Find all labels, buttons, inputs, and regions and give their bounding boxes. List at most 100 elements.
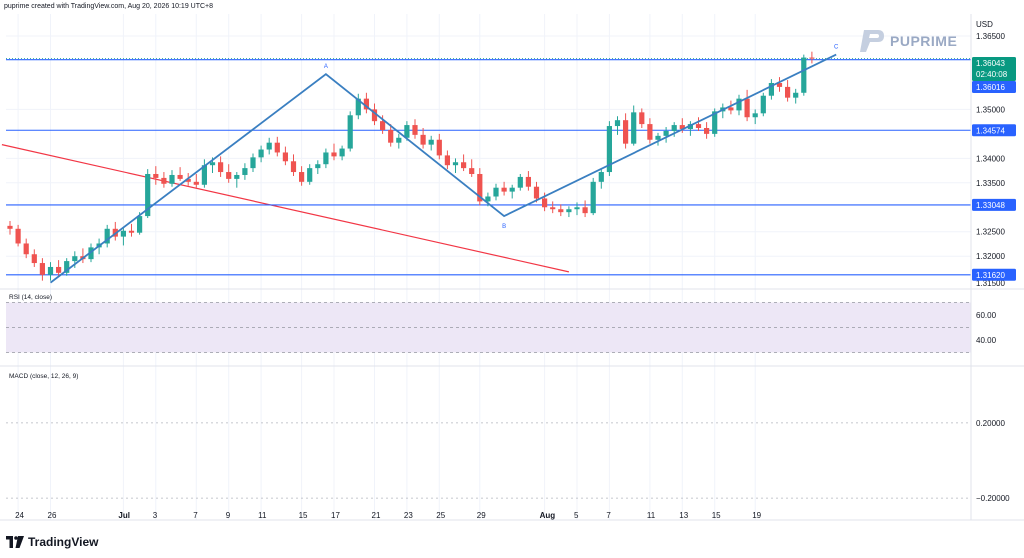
candle-body — [363, 98, 369, 110]
date-tick-label: Aug — [540, 511, 556, 520]
price-axis: USD 1.36500 1.35000 1.34000 1.33500 1.32500 1.… — [972, 20, 1016, 288]
countdown-timer: 02:40:08 — [976, 70, 1008, 79]
date-tick-label: 15 — [712, 511, 721, 520]
price-tick-label: 1.34000 — [976, 154, 1005, 163]
date-tick-label: 13 — [679, 511, 688, 520]
macd-pane: MACD (close, 12, 26, 9) 0.20000 −0.20000 — [6, 373, 1010, 503]
puprime-brand: PUPRIME — [858, 28, 957, 54]
candle-body — [582, 207, 588, 214]
date-tick-label: 21 — [372, 511, 381, 520]
candle-body — [768, 82, 774, 96]
candle-body — [598, 172, 604, 182]
candle-body — [290, 161, 297, 173]
pane-separators — [0, 14, 1024, 521]
tradingview-logo-icon — [6, 536, 24, 548]
candle-body — [728, 107, 734, 111]
rsi-tick-label: 60.00 — [976, 311, 997, 320]
price-tick-label: 1.32000 — [976, 252, 1005, 261]
candle-body — [614, 120, 621, 127]
candle-body — [404, 125, 410, 138]
candle-body — [760, 95, 766, 114]
candle-body — [736, 98, 742, 111]
candle-body — [282, 152, 288, 162]
candle-body — [193, 181, 199, 185]
date-tick-label: 25 — [436, 511, 445, 520]
candle-body — [809, 57, 815, 59]
candle-body — [209, 162, 216, 166]
rsi-pane: RSI (14, close) 60.00 40.00 — [6, 294, 997, 353]
candle-body — [655, 135, 661, 140]
candle-body — [64, 261, 70, 273]
candle-body — [339, 148, 345, 157]
level-price-tag — [972, 124, 1016, 137]
candle-body — [525, 176, 531, 187]
candle-body — [574, 207, 580, 210]
candle-body — [274, 142, 280, 153]
candle-body — [477, 173, 483, 202]
candle-body — [234, 174, 240, 179]
date-tick-label: 26 — [48, 511, 57, 520]
candle-body — [31, 254, 37, 264]
date-tick-label: 7 — [193, 511, 198, 520]
candle-body — [185, 178, 191, 182]
candle-body — [218, 162, 224, 173]
chart-header-text: puprime created with TradingView.com, Au… — [4, 3, 214, 10]
candle-body — [752, 113, 758, 118]
date-tick-label: 19 — [752, 511, 761, 520]
puprime-logo-icon — [860, 30, 884, 52]
macd-title: MACD (close, 12, 26, 9) — [9, 373, 78, 380]
candle-body — [452, 162, 459, 166]
brand-name: PUPRIME — [890, 33, 958, 49]
candle-body — [704, 128, 710, 134]
candle-body — [88, 247, 94, 260]
level-price-tag — [972, 198, 1016, 211]
candle-body — [299, 172, 305, 182]
candle-body — [56, 266, 62, 273]
candle-body — [517, 176, 523, 188]
candle-body — [169, 174, 175, 184]
candle-body — [23, 243, 29, 255]
candle-body — [371, 109, 378, 122]
candle-body — [461, 162, 467, 169]
macd-tick-label: 0.20000 — [976, 419, 1005, 428]
level-price-value: 1.34574 — [976, 126, 1005, 135]
tradingview-footer[interactable]: TradingView — [6, 535, 98, 549]
date-tick-label: 24 — [15, 511, 24, 520]
candle-body — [412, 125, 418, 135]
candle-body — [533, 186, 540, 199]
candle-body — [428, 139, 434, 145]
candle-body — [663, 130, 669, 136]
candle-body — [606, 126, 612, 173]
candle-body — [72, 256, 78, 262]
macd-tick-label: −0.20000 — [976, 494, 1010, 503]
date-tick-label: 15 — [299, 511, 308, 520]
candle-body — [671, 125, 677, 131]
candle-body — [542, 198, 548, 208]
candle-body — [39, 263, 45, 275]
candle-body — [590, 181, 596, 214]
candle-body — [315, 164, 321, 169]
red-trend-line[interactable] — [1, 144, 570, 273]
candle-body — [104, 228, 110, 244]
candle-body — [623, 120, 629, 144]
candle-body — [388, 129, 394, 143]
wave-label-b: B — [502, 224, 506, 230]
candle-body — [493, 187, 499, 197]
candle-body — [687, 124, 693, 129]
currency-label: USD — [976, 20, 993, 29]
date-tick-label: 29 — [477, 511, 486, 520]
candle-body — [793, 92, 799, 98]
candle-body — [801, 57, 807, 93]
level-price-value: 1.31620 — [976, 271, 1005, 280]
candle-body — [436, 139, 442, 156]
candle-body — [785, 86, 791, 98]
candle-body — [695, 124, 702, 129]
candle-body — [128, 230, 135, 233]
candle-body — [444, 155, 450, 166]
candles — [7, 51, 815, 281]
date-tick-label: 11 — [258, 511, 267, 520]
abc-wave-line[interactable] — [49, 53, 837, 284]
candle-body — [201, 165, 207, 185]
candle-body — [509, 187, 515, 192]
